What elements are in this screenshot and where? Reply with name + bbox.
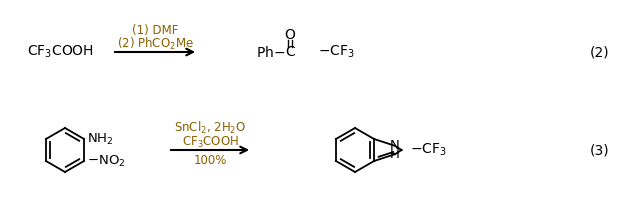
- Text: $-$CF$_3$: $-$CF$_3$: [409, 142, 447, 158]
- Text: O: O: [284, 28, 295, 42]
- Text: (2): (2): [590, 45, 610, 59]
- Text: H: H: [390, 148, 400, 161]
- Text: CF$_3$COOH: CF$_3$COOH: [181, 135, 239, 150]
- Text: (2) PhCO$_2$Me: (2) PhCO$_2$Me: [117, 36, 193, 52]
- Text: CF$_3$COOH: CF$_3$COOH: [26, 44, 94, 60]
- Text: N: N: [390, 139, 400, 152]
- Text: $-$NO$_2$: $-$NO$_2$: [87, 153, 126, 169]
- Text: (1) DMF: (1) DMF: [132, 23, 178, 36]
- Text: SnCl$_2$, 2H$_2$O: SnCl$_2$, 2H$_2$O: [174, 120, 246, 136]
- Text: Ph$-$: Ph$-$: [256, 44, 285, 60]
- Text: 100%: 100%: [193, 153, 227, 166]
- Text: (3): (3): [590, 143, 610, 157]
- Text: NH$_2$: NH$_2$: [87, 131, 114, 146]
- Text: C: C: [285, 45, 295, 59]
- Text: $-$CF$_3$: $-$CF$_3$: [318, 44, 355, 60]
